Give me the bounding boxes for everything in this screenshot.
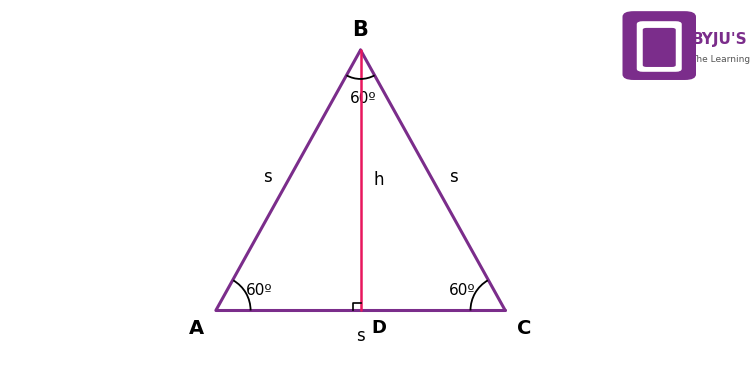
Text: s: s [356,327,365,344]
Text: D: D [371,319,386,337]
Text: B: B [352,20,368,39]
Text: A: A [189,319,204,338]
Text: s: s [263,168,272,186]
Text: C: C [517,319,531,338]
Text: 60º: 60º [350,90,376,106]
Text: The Learning App: The Learning App [692,55,750,64]
Text: s: s [449,168,458,186]
Text: 60º: 60º [448,283,475,298]
Text: h: h [374,171,384,189]
Text: BYJU'S: BYJU'S [692,32,747,46]
Text: 60º: 60º [246,283,272,298]
